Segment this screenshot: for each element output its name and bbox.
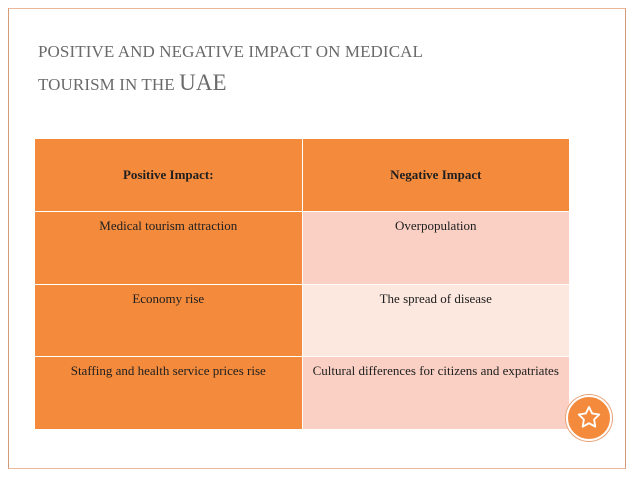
impact-table-wrapper: Positive Impact: Negative Impact Medical… [34,138,570,430]
table-header-row: Positive Impact: Negative Impact [34,138,570,212]
table-row: Economy rise The spread of disease [34,284,570,357]
table-cell-negative: Overpopulation [301,211,570,285]
table-cell-positive: Medical tourism attraction [34,211,303,285]
corner-star-badge [566,395,612,441]
slide-frame [8,8,626,469]
cell-text: Staffing and health service prices rise [70,363,266,378]
impact-table: Positive Impact: Negative Impact Medical… [34,138,570,430]
cell-text: Overpopulation [394,218,477,233]
table-cell-positive: Economy rise [34,284,303,357]
table-row: Medical tourism attraction Overpopulatio… [34,211,570,285]
table-cell-negative: Cultural differences for citizens and ex… [301,356,570,430]
title-line-2: TOURISM IN THE UAE [38,67,598,100]
star-icon [577,406,601,428]
title-line-1: POSITIVE AND NEGATIVE IMPACT ON MEDICAL [38,42,423,61]
table-cell-positive: Staffing and health service prices rise [34,356,303,430]
cell-text: Economy rise [132,291,205,306]
header-negative-impact: Negative Impact [301,138,570,212]
slide-title: POSITIVE AND NEGATIVE IMPACT ON MEDICAL … [38,36,598,100]
table-cell-negative: The spread of disease [301,284,570,357]
table-row: Staffing and health service prices rise … [34,356,570,430]
cell-text: The spread of disease [379,291,492,306]
title-line-2-part-1: TOURISM IN THE [38,75,180,94]
cell-text: Cultural differences for citizens and ex… [312,363,559,378]
header-positive-impact: Positive Impact: [34,138,303,212]
cell-text: Medical tourism attraction [99,218,238,233]
title-line-2-part-2: UAE [179,70,227,95]
